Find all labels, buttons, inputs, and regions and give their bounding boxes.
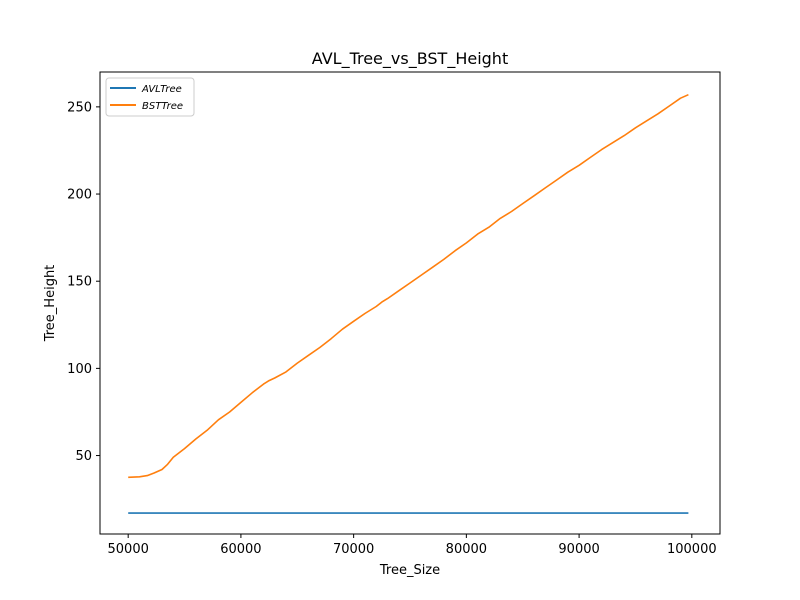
legend-label-bsttree: BSTTree [142,101,183,112]
ticks-layer: 50000 60000 70000 80000 90000 100000 50 100 150 2… [67,100,716,557]
legend-label-avltree: AVLTree [141,84,182,95]
series-line-bsttree [128,93,689,479]
y-axis-label: Tree_Height [43,265,58,343]
legend: AVLTree BSTTree [105,77,195,117]
y-tick-label: 250 [67,100,92,115]
x-axis-label: Tree_Size [379,563,440,578]
y-tick-label: 50 [75,449,92,464]
x-tick-label: 100000 [667,542,717,557]
x-tick-label: 50000 [108,542,149,557]
x-tick-label: 60000 [220,542,261,557]
y-tick-label: 100 [67,362,92,377]
plot-frame [99,71,721,535]
y-tick-label: 150 [67,275,92,290]
x-tick-label: 80000 [446,542,487,557]
y-tick-label: 200 [67,188,92,203]
chart-title: AVL_Tree_vs_BST_Height [312,49,508,69]
x-tick-label: 90000 [558,542,599,557]
series-layer [128,93,689,514]
x-tick-label: 70000 [333,542,374,557]
